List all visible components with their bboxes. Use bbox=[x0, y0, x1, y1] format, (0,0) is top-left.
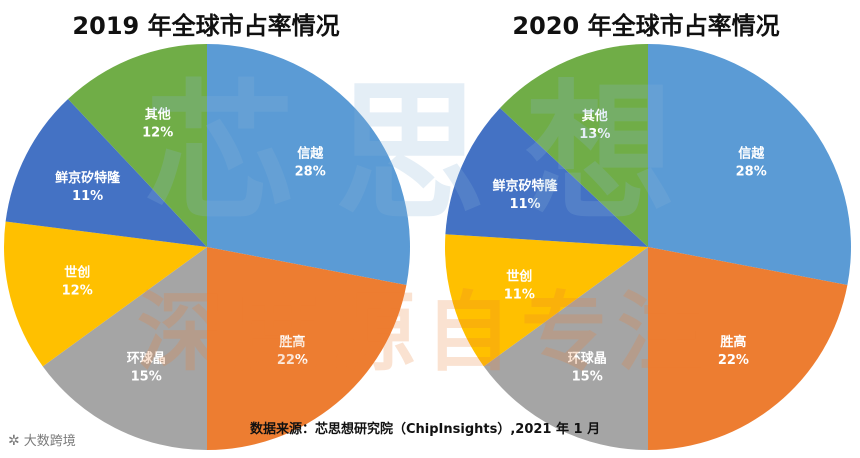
slice-value-label-1-4: 11% bbox=[509, 197, 540, 212]
slice-name-label-0-1: 胜高 bbox=[279, 334, 305, 350]
slice-name-label-0-4: 鲜京矽特隆 bbox=[55, 170, 121, 186]
slice-value-label-0-0: 28% bbox=[295, 165, 326, 180]
chart-title-2019: 2019 年全球市占率情况 bbox=[72, 12, 339, 40]
slice-value-label-0-4: 11% bbox=[72, 189, 103, 204]
pie-slice-1-2 bbox=[483, 247, 648, 450]
slice-name-label-0-2: 环球晶 bbox=[127, 350, 166, 366]
slice-name-label-1-0: 信越 bbox=[738, 146, 765, 162]
slice-name-label-0-5: 其他 bbox=[145, 106, 171, 122]
slice-name-label-0-3: 世创 bbox=[64, 264, 90, 280]
slice-value-label-0-5: 12% bbox=[142, 125, 173, 140]
slice-name-label-1-5: 其他 bbox=[582, 108, 608, 124]
watermark-top-text: 芯思想 bbox=[145, 67, 715, 241]
slice-name-label-1-4: 鲜京矽特隆 bbox=[492, 178, 558, 194]
slice-value-label-1-3: 11% bbox=[504, 287, 535, 302]
slice-value-label-1-0: 28% bbox=[736, 165, 767, 180]
slice-name-label-0-0: 信越 bbox=[297, 146, 324, 162]
pie-chart-2020: 信越 28% 胜高 22% 环球晶 15% 世创 11% 鲜京矽特隆 11% 其他 13% bbox=[444, 44, 851, 450]
logo-swirl-icon: ✲ bbox=[8, 433, 20, 449]
slice-name-label-1-1: 胜高 bbox=[720, 334, 746, 350]
pie-slice-0-0 bbox=[207, 44, 410, 286]
pie-slice-1-1 bbox=[648, 247, 848, 450]
watermark-overlay: 芯思想 深度源自专注 bbox=[137, 67, 715, 383]
watermark-bottom-text: 深度源自专注 bbox=[137, 283, 713, 383]
pie-chart-2019: 信越 28% 胜高 22% 环球晶 15% 世创 12% 鲜京矽特隆 11% 其他 12% bbox=[3, 44, 410, 450]
slice-value-label-0-1: 22% bbox=[277, 353, 308, 368]
slice-value-label-1-5: 13% bbox=[579, 127, 610, 142]
pie-slice-1-4 bbox=[445, 108, 648, 247]
slice-value-label-1-2: 15% bbox=[572, 369, 603, 384]
chart-title-2020: 2020 年全球市占率情况 bbox=[512, 12, 779, 40]
slice-name-label-1-3: 世创 bbox=[506, 268, 532, 284]
slice-name-label-1-2: 环球晶 bbox=[568, 350, 607, 366]
pie-slice-0-4 bbox=[5, 99, 207, 248]
pie-slice-0-2 bbox=[42, 247, 207, 450]
pie-slice-1-0 bbox=[648, 44, 851, 286]
slice-value-label-1-1: 22% bbox=[718, 353, 749, 368]
watermark-logo: ✲ 大数跨境 bbox=[8, 430, 76, 449]
source-note: 数据来源：芯思想研究院（ChipInsights）,2021 年 1 月 bbox=[250, 422, 601, 437]
slice-value-label-0-2: 15% bbox=[131, 369, 162, 384]
pie-slice-0-5 bbox=[68, 44, 207, 247]
pie-slice-0-3 bbox=[3, 221, 208, 367]
watermark-logo-text: 大数跨境 bbox=[23, 434, 76, 449]
slice-value-label-0-3: 12% bbox=[62, 283, 93, 298]
pie-slice-1-5 bbox=[500, 44, 648, 247]
pie-slice-0-1 bbox=[207, 247, 407, 450]
pie-slice-1-3 bbox=[444, 234, 648, 367]
